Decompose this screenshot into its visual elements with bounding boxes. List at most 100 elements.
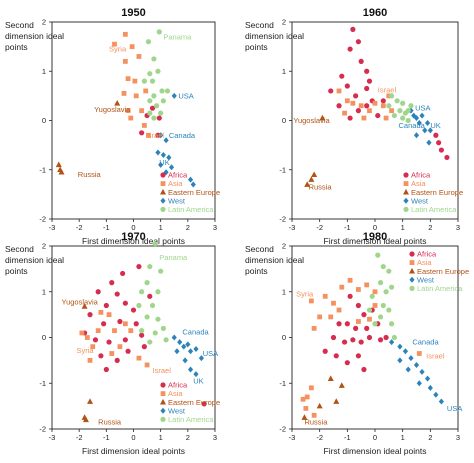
country-label: Canada (182, 328, 209, 337)
point-africa (156, 115, 162, 121)
point-asia (143, 88, 149, 94)
x-tick-label: -2 (76, 433, 83, 442)
point-africa (103, 366, 109, 373)
point-asia (136, 54, 142, 59)
point-latam (147, 110, 153, 116)
point-latam (405, 117, 411, 124)
point-latam (152, 330, 158, 336)
country-label: Syria (109, 45, 127, 54)
x-tick-label: -1 (103, 223, 110, 232)
country-label: Panama (163, 32, 192, 41)
point-asia (95, 328, 101, 334)
point-africa (139, 332, 145, 338)
x-tick-label: -2 (316, 223, 323, 232)
point-west (424, 375, 431, 382)
country-label: UK (159, 158, 169, 167)
country-label: Russia (304, 418, 328, 427)
point-west (433, 391, 439, 398)
point-latam (147, 98, 153, 104)
point-west (185, 341, 191, 348)
point-latam (139, 289, 145, 295)
point-asia (144, 362, 150, 368)
x-tick-label: 2 (186, 223, 190, 232)
y-axis-label: Second dimension ideal points (5, 20, 64, 52)
legend-marker-latam (160, 416, 166, 422)
point-africa (433, 132, 439, 138)
point-latam (375, 252, 381, 258)
point-africa (364, 325, 370, 331)
point-asia (347, 277, 353, 283)
legend-marker-latam (160, 206, 166, 212)
legend-label-west: West (411, 196, 429, 205)
point-latam (141, 78, 147, 84)
y-tick-label: 1 (42, 287, 46, 296)
point-latam (377, 280, 384, 286)
point-latam (389, 93, 395, 99)
point-asia (322, 293, 328, 299)
point-west (419, 368, 425, 375)
point-africa (114, 291, 120, 297)
point-west (413, 132, 420, 139)
point-africa (355, 108, 361, 114)
point-latam (394, 98, 400, 104)
point-asia (98, 309, 104, 315)
point-asia (358, 103, 364, 109)
point-latam (160, 98, 166, 104)
point-west (416, 380, 422, 387)
point-africa (109, 280, 115, 286)
legend-marker-eeurope (160, 398, 166, 405)
point-asia (372, 100, 378, 106)
point-asia (87, 357, 93, 363)
point-africa (364, 103, 370, 109)
point-eeurope (327, 375, 334, 381)
x-tick-label: -2 (316, 433, 323, 442)
country-label: USA (447, 404, 462, 413)
point-latam (372, 321, 378, 327)
x-tick-label: 3 (456, 433, 460, 442)
legend-marker-africa (403, 172, 409, 178)
point-africa (361, 312, 367, 318)
legend-marker-asia (160, 391, 166, 396)
point-west (158, 132, 164, 139)
point-asia (308, 298, 314, 304)
point-west (198, 355, 205, 362)
point-asia (122, 321, 128, 327)
point-latam (377, 314, 384, 320)
country-label: Yugoslavia (293, 116, 330, 125)
point-latam (149, 78, 156, 84)
legend-label-west: West (417, 275, 435, 284)
country-label: UK (430, 121, 440, 130)
point-latam (408, 103, 414, 109)
point-africa (125, 348, 131, 354)
point-africa (358, 339, 364, 345)
point-asia (328, 314, 334, 320)
x-tick-label: 3 (456, 223, 460, 232)
legend-marker-latam (409, 285, 415, 291)
point-latam (405, 108, 411, 114)
y-tick-label: 2 (282, 18, 286, 27)
point-asia (112, 328, 117, 334)
x-axis-label: First dimension ideal points (324, 236, 427, 246)
y-tick-label: -1 (39, 165, 46, 174)
point-west (171, 92, 177, 99)
y-tick-label: -2 (279, 215, 286, 224)
point-eeurope (311, 171, 318, 177)
point-eeurope (114, 99, 121, 106)
point-west (187, 348, 194, 355)
point-africa (87, 312, 93, 318)
point-latam (366, 307, 373, 313)
point-latam (160, 325, 166, 331)
point-west (158, 161, 164, 168)
x-tick-label: -1 (103, 433, 110, 442)
legend-marker-africa (160, 382, 166, 388)
point-asia (139, 108, 145, 114)
legend-marker-africa (160, 172, 166, 178)
y-tick-label: 1 (42, 67, 46, 76)
point-west (187, 176, 194, 183)
point-west (163, 137, 169, 144)
point-latam (380, 263, 386, 270)
point-latam (153, 103, 160, 109)
x-tick-label: 0 (131, 433, 135, 442)
